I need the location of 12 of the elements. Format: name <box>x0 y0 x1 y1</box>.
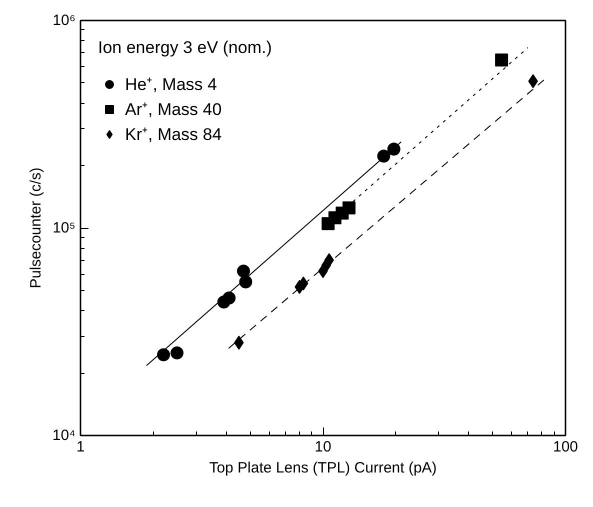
y-tick-label: 10⁴ <box>52 427 76 444</box>
y-tick-label: 10⁶ <box>52 12 76 29</box>
x-axis-title: Top Plate Lens (TPL) Current (pA) <box>209 460 437 476</box>
y-axis-title: Pulsecounter (c/s) <box>27 168 44 288</box>
x-tick-label: 10 <box>314 438 332 456</box>
legend-title: Ion energy 3 eV (nom.) <box>98 38 272 58</box>
legend-label: He⁺, Mass 4 <box>125 74 217 95</box>
x-tick-label: 1 <box>76 438 85 456</box>
y-tick-label: 10⁵ <box>52 220 76 236</box>
legend-label: Ar⁺, Mass 40 <box>125 99 222 120</box>
x-tick-label: 100 <box>552 438 578 456</box>
legend-label: Kr⁺, Mass 84 <box>125 124 222 145</box>
